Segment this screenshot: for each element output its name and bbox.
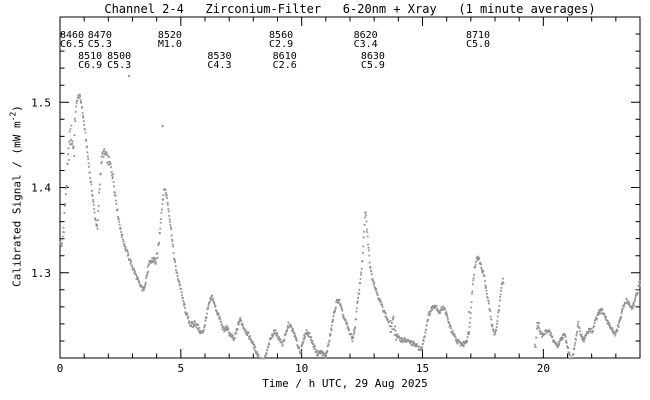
- flare-id-label: 8620: [354, 30, 378, 41]
- x-tick-label: 15: [416, 362, 429, 375]
- flare-id-label: 8470: [88, 30, 112, 41]
- outlier-point: [161, 125, 164, 128]
- flare-class-label: C2.9: [269, 39, 293, 50]
- flare-class-label: C6.5: [60, 39, 84, 50]
- flare-id-label: 8560: [269, 30, 293, 41]
- y-tick-label: 1.4: [31, 182, 51, 195]
- y-tick-label: 1.3: [31, 267, 51, 280]
- flare-class-label: C5.0: [466, 39, 490, 50]
- x-tick-label: 0: [57, 362, 64, 375]
- axis-ticks: [59, 17, 641, 358]
- flare-id-label: 8500: [107, 51, 131, 62]
- data-points: [59, 93, 641, 360]
- flare-id-label: 8510: [78, 51, 102, 62]
- x-tick-label: 5: [178, 362, 185, 375]
- flare-class-label: C2.6: [273, 60, 297, 71]
- x-axis-label: Time / h UTC, 29 Aug 2025: [262, 377, 428, 390]
- flare-id-label: 8610: [273, 51, 297, 62]
- flare-class-label: C5.9: [361, 60, 385, 71]
- flare-class-label: C5.3: [107, 60, 131, 71]
- flare-id-label: 8710: [466, 30, 490, 41]
- outlier-point: [467, 310, 470, 313]
- y-axis-label-exponent: -2: [8, 111, 18, 122]
- outlier-points: [128, 74, 470, 313]
- x-tick-label: 20: [537, 362, 550, 375]
- x-tick-label: 10: [295, 362, 308, 375]
- scatter-series: [59, 93, 641, 360]
- flare-annotations: 8460C6.58470C5.38520M1.08560C2.98620C3.4…: [60, 30, 490, 71]
- outlier-point: [128, 74, 131, 77]
- plot-border: [59, 16, 641, 359]
- chart-title: Channel 2-4 Zirconium-Filter 6-20nm + Xr…: [104, 2, 596, 16]
- y-axis-label-suffix: ): [10, 105, 24, 112]
- flare-class-label: C3.4: [354, 39, 378, 50]
- y-tick-label: 1.5: [31, 96, 51, 109]
- y-axis-label-text: Calibrated Signal / (mW m: [10, 121, 24, 287]
- flare-id-label: 8520: [158, 30, 182, 41]
- flare-id-label: 8630: [361, 51, 385, 62]
- axes: 0 5 10 15 20 1.3 1.4 1.5: [31, 16, 641, 375]
- y-axis-label: Calibrated Signal / (mW m-2): [9, 105, 24, 287]
- flare-class-label: M1.0: [158, 39, 182, 50]
- flare-id-label: 8530: [207, 51, 231, 62]
- flare-class-label: C4.3: [207, 60, 231, 71]
- flare-id-label: 8460: [60, 30, 84, 41]
- flare-class-label: C6.9: [78, 60, 102, 71]
- flare-class-label: C5.3: [88, 39, 112, 50]
